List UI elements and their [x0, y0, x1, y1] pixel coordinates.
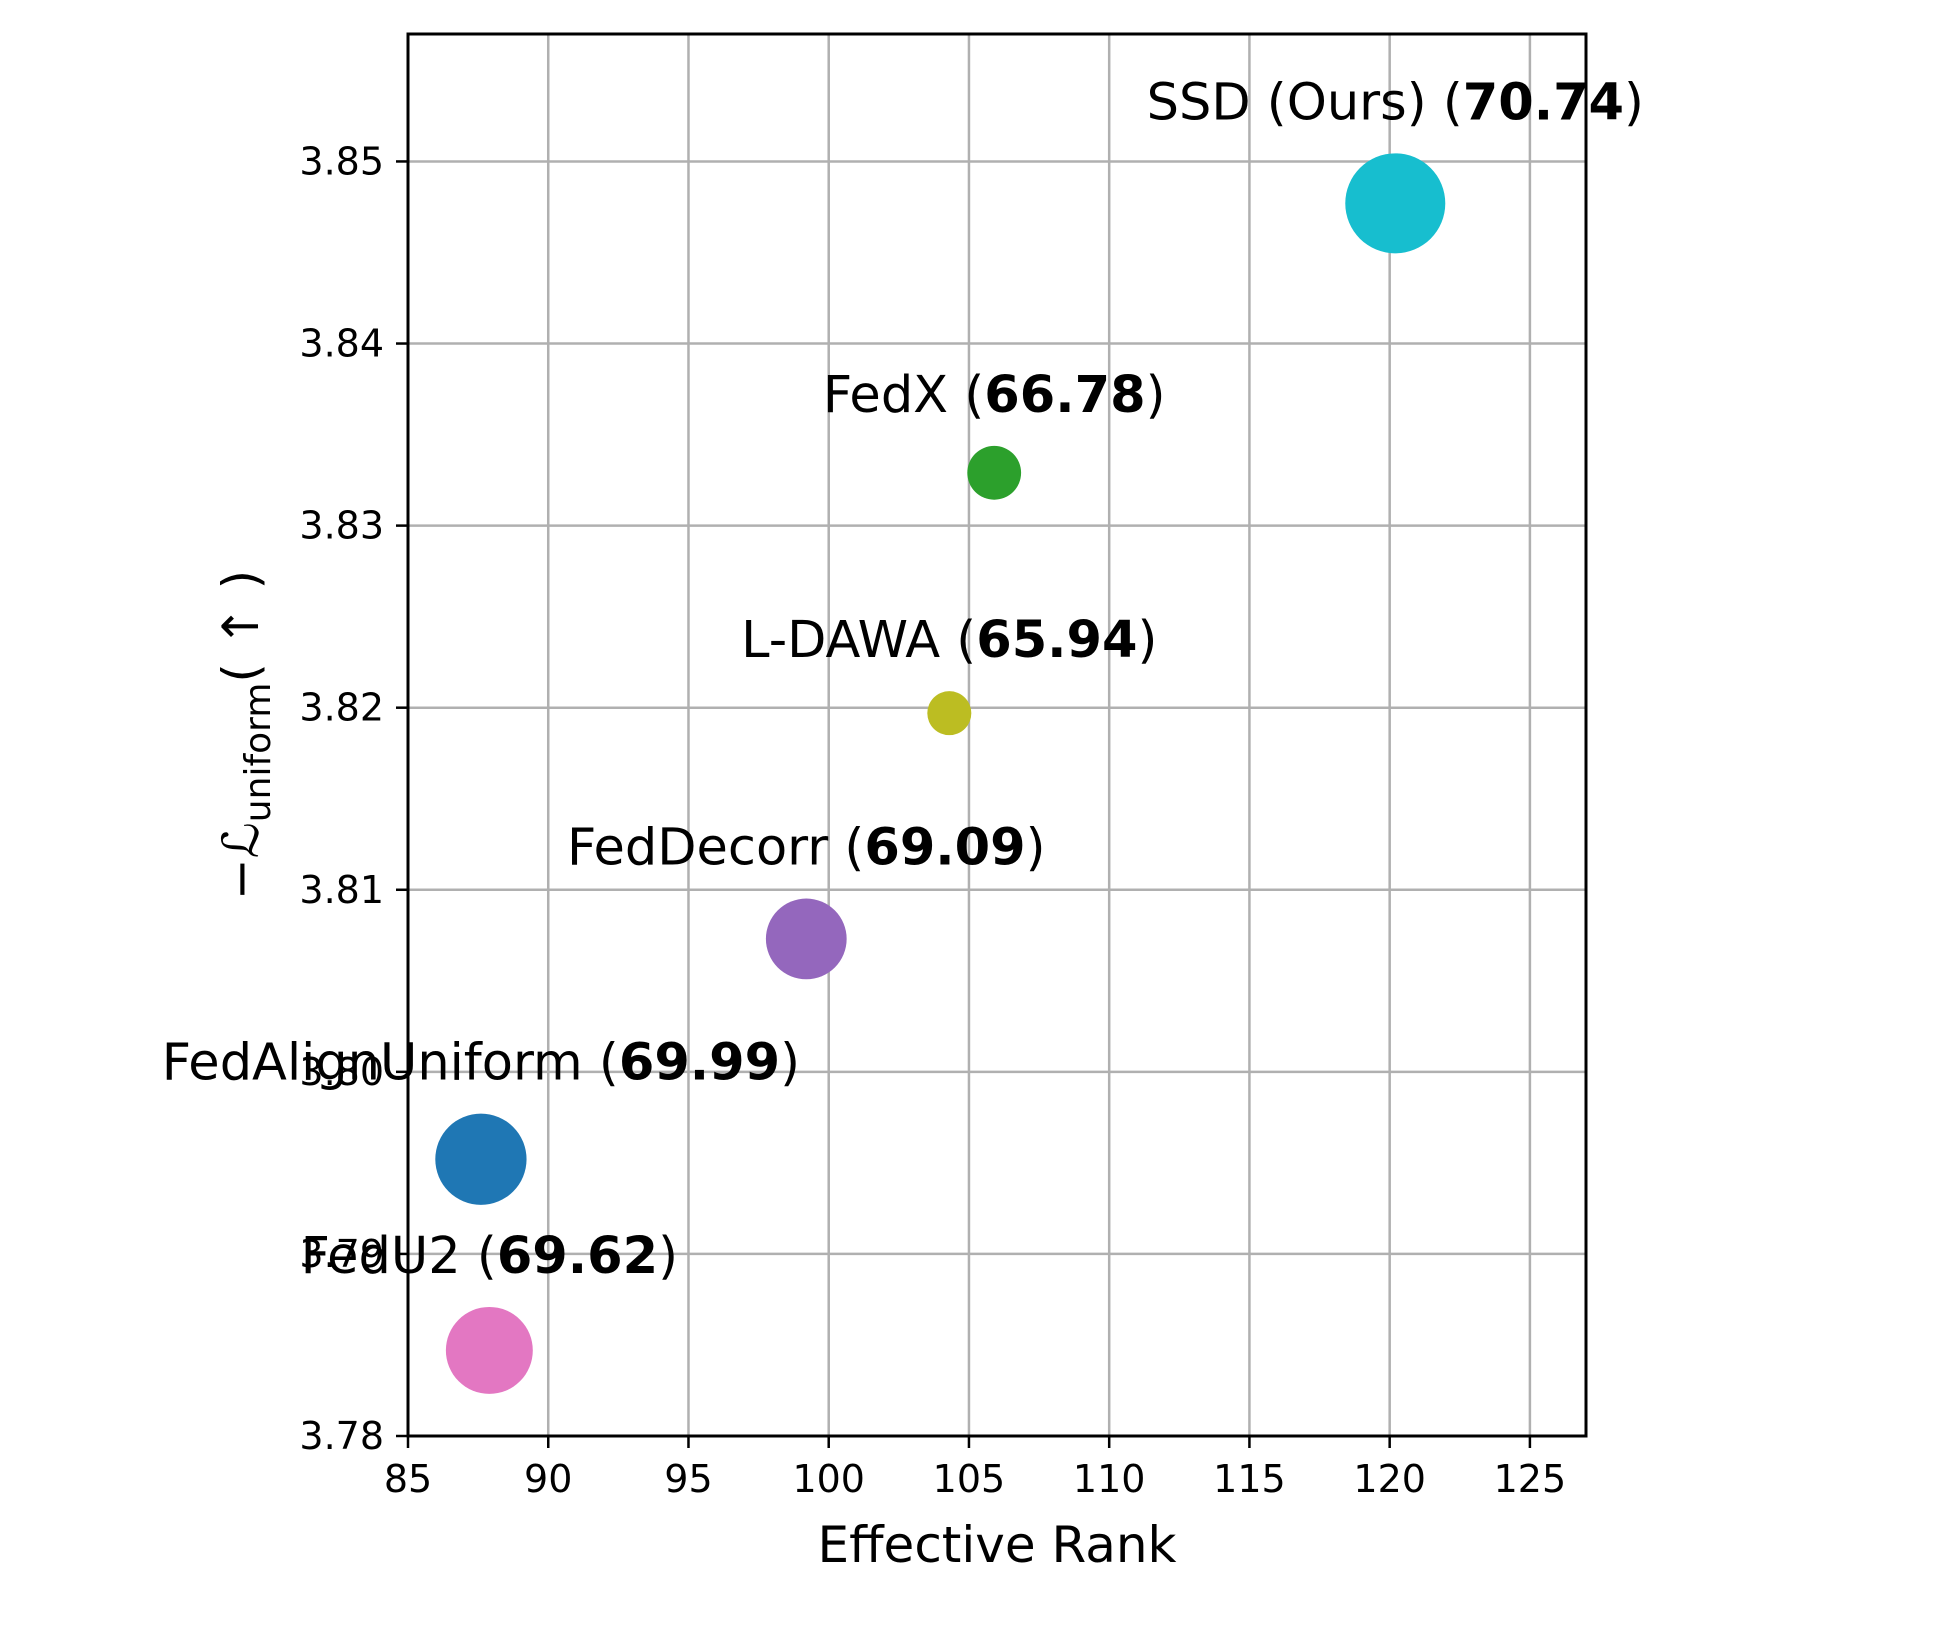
x-tick-label: 120 [1353, 1457, 1426, 1501]
y-tick-label: 3.81 [299, 868, 384, 912]
method-name: SSD (Ours) ( [1147, 73, 1463, 132]
y-tick-label: 3.84 [299, 322, 384, 366]
data-points [435, 153, 1446, 1394]
y-axis-symbol: −ℒ [212, 822, 270, 900]
y-tick-label: 3.80 [299, 1050, 384, 1094]
label-close-paren: ) [1146, 366, 1166, 425]
method-name: FedU2 ( [301, 1227, 497, 1286]
label-close-paren: ) [1624, 73, 1644, 132]
method-name: FedAlignUniform ( [162, 1034, 619, 1093]
plot-frame [406, 32, 1588, 1438]
label-close-paren: ) [1026, 819, 1046, 878]
accuracy-value: 69.99 [619, 1034, 780, 1093]
data-point [765, 898, 847, 980]
data-point [445, 1306, 533, 1394]
data-label: FedAlignUniform (69.99) [162, 1034, 800, 1093]
y-axis-ticks: 3.78 3.79 3.80 3.81 3.82 3.83 3.84 3.85 [299, 139, 408, 1458]
method-name: FedX ( [823, 366, 984, 425]
accuracy-value: 70.74 [1463, 73, 1624, 132]
y-tick-label: 3.79 [299, 1232, 384, 1276]
accuracy-value: 66.78 [984, 366, 1145, 425]
label-close-paren: ) [780, 1034, 800, 1093]
x-tick-label: 85 [384, 1457, 432, 1501]
data-point [1345, 153, 1446, 254]
method-name: FedDecorr ( [567, 819, 864, 878]
data-point [967, 445, 1022, 500]
accuracy-value: 65.94 [976, 611, 1137, 670]
method-name: L-DAWA ( [741, 611, 976, 670]
grid [406, 34, 1586, 1438]
data-label: SSD (Ours) (70.74) [1147, 73, 1644, 132]
y-tick-label: 3.78 [299, 1414, 384, 1458]
data-point [435, 1113, 527, 1205]
x-tick-label: 115 [1213, 1457, 1286, 1501]
x-tick-label: 110 [1073, 1457, 1146, 1501]
y-tick-label: 3.85 [299, 139, 384, 183]
label-close-paren: ) [658, 1227, 678, 1286]
accuracy-value: 69.62 [497, 1227, 658, 1286]
x-axis-title: Effective Rank [818, 1516, 1177, 1574]
x-tick-label: 100 [792, 1457, 865, 1501]
data-label: FedU2 (69.62) [301, 1227, 678, 1286]
x-tick-label: 95 [664, 1457, 712, 1501]
accuracy-value: 69.09 [864, 819, 1025, 878]
x-tick-label: 90 [524, 1457, 572, 1501]
data-label: L-DAWA (65.94) [741, 611, 1157, 670]
x-tick-label: 105 [933, 1457, 1006, 1501]
data-label: FedDecorr (69.09) [567, 819, 1046, 878]
y-axis-suffix: ( ↑ ) [212, 570, 270, 683]
x-axis-ticks: 85 90 95 100 105 110 115 120 125 [384, 1436, 1566, 1501]
y-axis-title: −ℒuniform( ↑ ) [212, 570, 279, 900]
label-close-paren: ) [1138, 611, 1158, 670]
y-tick-label: 3.82 [299, 686, 384, 730]
y-axis-subscript: uniform [238, 683, 279, 823]
y-tick-label: 3.83 [299, 504, 384, 548]
data-label: FedX (66.78) [823, 366, 1166, 425]
data-point [927, 691, 972, 736]
data-labels: SSD (Ours) (70.74)FedX (66.78)L-DAWA (65… [162, 73, 1644, 1286]
x-tick-label: 125 [1494, 1457, 1567, 1501]
